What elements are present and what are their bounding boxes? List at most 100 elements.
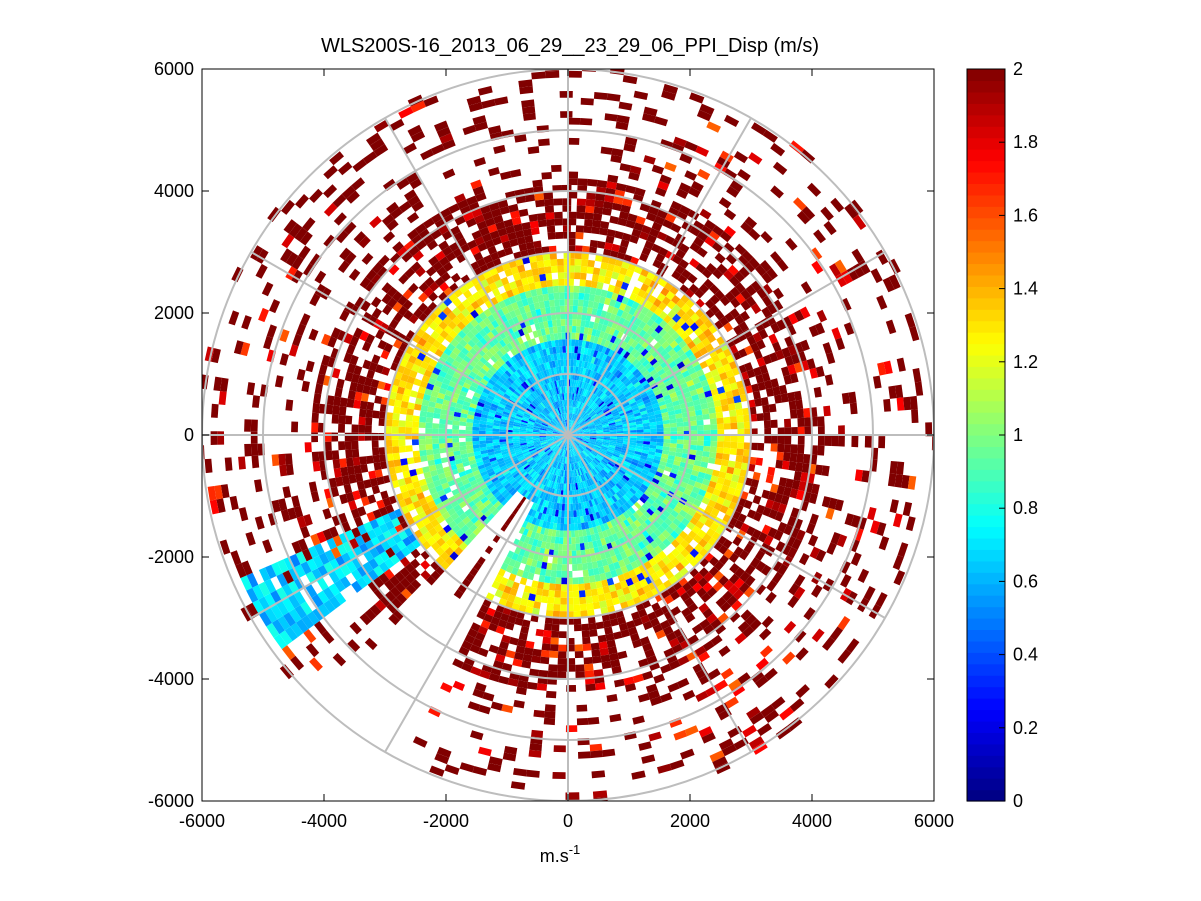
data-cell [712,394,721,402]
data-cell [568,171,579,179]
data-cell [717,386,726,395]
data-cell [793,390,802,401]
data-cell [640,392,648,399]
data-cell [632,286,641,296]
data-cell [398,439,406,447]
data-cell [778,477,787,487]
data-cell [603,378,610,386]
data-cell [580,347,585,355]
data-cell [573,414,577,421]
data-cell [575,232,584,240]
data-cell [649,421,657,426]
data-cell [622,389,630,396]
data-cell [797,435,805,445]
data-cell [578,419,584,425]
data-cell [673,460,681,467]
data-cell [777,435,785,445]
data-cell [472,430,479,435]
data-cell [439,418,447,425]
data-cell [593,405,600,412]
data-cell [583,431,590,434]
data-cell [578,360,583,368]
data-cell [653,455,662,461]
data-cell [591,342,597,351]
data-cell [710,435,718,442]
data-cell [574,644,584,652]
data-cell [558,644,567,652]
data-cell [693,350,703,359]
data-cell [714,310,725,321]
data-cell [575,380,579,388]
data-cell [575,408,579,415]
data-cell [726,185,740,198]
data-cell [574,393,578,401]
data-cell [762,354,772,365]
data-cell [646,354,655,363]
data-cell [646,234,657,244]
data-cell [624,136,638,146]
data-cell [531,655,541,664]
data-cell [548,664,558,672]
data-cell [703,424,711,431]
data-cell [627,451,635,457]
data-cell [665,462,674,469]
data-cell [706,121,721,133]
data-cell [780,495,790,506]
data-cell [574,624,582,632]
data-cell [607,381,614,389]
data-cell [712,268,724,280]
data-cell [674,456,682,462]
data-cell [851,248,865,264]
data-cell [667,318,677,328]
data-cell [682,357,691,366]
data-cell [582,333,588,341]
data-cell [311,422,319,433]
data-cell [643,398,651,405]
data-cell [830,197,845,213]
data-cell [583,327,589,335]
data-cell [558,543,563,551]
data-cell [644,401,652,408]
data-cell [595,373,601,381]
data-cell [875,249,889,265]
data-cell [717,441,724,448]
data-cell [646,318,655,327]
data-cell [311,451,320,462]
data-cell [594,407,601,413]
data-cell [689,449,697,456]
data-cell [587,327,593,336]
data-cell [663,427,671,432]
data-cell [892,513,903,528]
data-cell [374,395,383,404]
data-cell [577,394,581,402]
data-cell [720,398,728,406]
data-cell [609,404,616,411]
data-cell [667,348,677,357]
data-cell [611,307,619,316]
data-cell [595,288,603,296]
data-cell [800,281,813,294]
data-cell [629,235,640,244]
data-cell [793,309,805,322]
data-cell [623,351,631,359]
data-cell [587,408,593,415]
data-cell [756,287,768,300]
data-cell [432,428,439,434]
data-cell [601,444,609,448]
data-cell [724,312,735,323]
data-cell [797,417,805,427]
data-cell [694,455,703,462]
data-cell [742,407,750,416]
data-cell [575,225,585,233]
data-cell [614,416,621,421]
data-cell [571,339,576,347]
data-cell [909,395,918,410]
data-cell [573,379,577,387]
data-cell [776,259,789,272]
data-cell [680,322,690,332]
data-cell [640,452,649,458]
data-cell [825,352,836,365]
data-cell [547,670,558,679]
data-cell [392,452,401,461]
data-cell [614,230,624,240]
